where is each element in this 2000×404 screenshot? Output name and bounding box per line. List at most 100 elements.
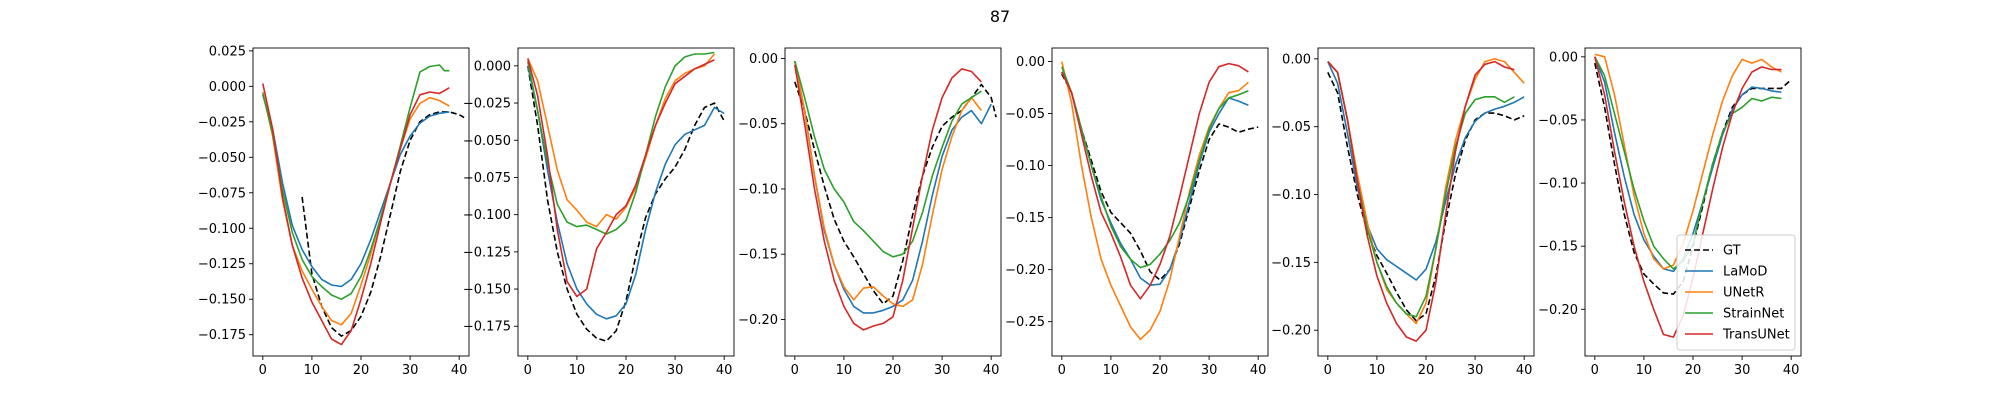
x-tick-label: 0 <box>259 363 267 378</box>
x-tick-label: 40 <box>983 363 1000 378</box>
y-tick-label: −0.05 <box>1271 120 1311 135</box>
chart-panel-4: 0 10 20 30 40 0.00 −0.05 −0.10 −0.15 −0.20 −0.25 <box>1005 47 1269 378</box>
series-line-gt <box>1327 72 1525 322</box>
y-tick-label: 0.000 <box>209 80 246 95</box>
x-tick-label: 30 <box>1734 363 1751 378</box>
y-tick-label: 0.000 <box>474 59 511 74</box>
series-line-transunet <box>262 83 450 346</box>
y-tick-label: −0.150 <box>463 283 511 298</box>
y-tick-label: −0.150 <box>198 293 246 308</box>
series-line-gt <box>1061 73 1259 281</box>
x-tick-label: 20 <box>1418 363 1435 378</box>
y-tick-label: −0.100 <box>198 222 246 237</box>
y-tick-label: −0.025 <box>198 115 246 130</box>
legend-box <box>1676 234 1796 351</box>
series-line-lamod <box>262 94 450 288</box>
series-line-gt <box>527 65 725 342</box>
y-tick-label: −0.10 <box>1005 159 1045 174</box>
y-tick-label: −0.050 <box>463 134 511 149</box>
y-tick-label: −0.025 <box>463 97 511 112</box>
series-line-strainnet <box>794 60 982 258</box>
x-tick-label: 30 <box>1467 363 1484 378</box>
y-tick-label: −0.20 <box>1005 263 1045 278</box>
x-tick-label: 40 <box>1516 363 1533 378</box>
x-tick-label: 20 <box>353 363 370 378</box>
y-tick-label: −0.175 <box>198 328 246 343</box>
y-tick-label: −0.15 <box>1271 256 1311 271</box>
y-tick-label: −0.15 <box>1005 211 1045 226</box>
y-tick-label: −0.05 <box>738 117 778 132</box>
series-line-unetr <box>1327 58 1525 325</box>
series-line-transunet <box>1061 62 1249 300</box>
chart-panel-5: 0 10 20 30 40 0.00 −0.05 −0.10 −0.15 −0.20 <box>1271 47 1535 378</box>
y-tick-label: −0.05 <box>1005 107 1045 122</box>
series-line-strainnet <box>1061 66 1249 269</box>
chart-panel-3: 0 10 20 30 40 0.00 −0.05 −0.10 −0.15 −0.20 <box>738 47 1002 378</box>
y-tick-label: −0.075 <box>198 186 246 201</box>
x-tick-label: 30 <box>1201 363 1218 378</box>
y-tick-label: −0.10 <box>1271 188 1311 203</box>
x-tick-label: 20 <box>618 363 635 378</box>
x-tick-label: 20 <box>1685 363 1702 378</box>
series-line-strainnet <box>527 51 715 235</box>
y-tick-label: −0.050 <box>198 151 246 166</box>
y-tick-label: −0.05 <box>1538 113 1578 128</box>
series-line-unetr <box>794 60 983 308</box>
series-line-gt <box>301 111 465 337</box>
y-tick-label: −0.075 <box>463 171 511 186</box>
legend: GT LaMoD UNetR StrainNet TransUNet <box>1676 234 1796 351</box>
x-tick-label: 40 <box>1250 363 1267 378</box>
x-tick-label: 30 <box>402 363 419 378</box>
panels-group: 0 10 20 30 400.0250.000−0.025−0.050−0.075−0.… <box>198 44 1802 378</box>
y-tick-label: −0.20 <box>1538 303 1578 318</box>
series-line-transunet <box>527 58 715 298</box>
y-tick-label: −0.15 <box>1538 240 1578 255</box>
chart-panel-2: 0 10 20 30 40 0.000 −0.025 −0.050 −0.075 −0.100 −0… <box>463 47 735 378</box>
x-tick-label: 10 <box>1369 363 1386 378</box>
y-tick-label: −0.25 <box>1005 315 1045 330</box>
x-tick-label: 10 <box>569 363 586 378</box>
x-tick-label: 20 <box>885 363 902 378</box>
y-tick-label: 0.00 <box>1282 52 1311 67</box>
series-line-transunet <box>1327 60 1515 342</box>
x-tick-label: 10 <box>836 363 853 378</box>
figure-title: 87 <box>990 7 1010 26</box>
chart-panel-1: 0 10 20 30 40 0.025 0.000 −0.025 −0.050 −0.075 −0.… <box>198 44 470 378</box>
y-tick-label: 0.00 <box>1016 55 1045 70</box>
y-tick-label: −0.15 <box>738 248 778 263</box>
series-line-lamod <box>527 65 725 320</box>
y-tick-label: −0.20 <box>738 313 778 328</box>
y-tick-label: 0.00 <box>1549 50 1578 65</box>
x-tick-label: 0 <box>524 363 532 378</box>
y-tick-label: −0.175 <box>463 320 511 335</box>
y-tick-label: −0.10 <box>738 182 778 197</box>
y-tick-label: −0.100 <box>463 208 511 223</box>
x-tick-label: 40 <box>716 363 733 378</box>
series-line-unetr <box>1594 53 1782 270</box>
x-tick-label: 0 <box>1324 363 1332 378</box>
legend-label-gt: GT <box>1723 244 1741 259</box>
series-line-transunet <box>794 64 982 331</box>
x-tick-label: 40 <box>1783 363 1800 378</box>
legend-label-transunet: TransUNet <box>1722 328 1790 343</box>
x-tick-label: 20 <box>1152 363 1169 378</box>
x-tick-label: 0 <box>791 363 799 378</box>
y-tick-label: 0.025 <box>209 44 246 59</box>
y-tick-label: −0.10 <box>1538 177 1578 192</box>
x-tick-label: 10 <box>304 363 321 378</box>
x-tick-label: 0 <box>1058 363 1066 378</box>
y-tick-label: 0.00 <box>749 52 778 67</box>
x-tick-label: 10 <box>1103 363 1120 378</box>
legend-label-strainnet: StrainNet <box>1723 307 1784 322</box>
legend-label-lamod: LaMoD <box>1723 265 1767 280</box>
series-line-unetr <box>527 53 716 228</box>
x-tick-label: 0 <box>1591 363 1599 378</box>
y-tick-label: −0.125 <box>198 257 246 272</box>
x-tick-label: 30 <box>667 363 684 378</box>
x-tick-label: 40 <box>451 363 468 378</box>
x-tick-label: 10 <box>1636 363 1653 378</box>
y-tick-label: −0.20 <box>1271 324 1311 339</box>
x-tick-label: 30 <box>934 363 951 378</box>
y-tick-label: −0.125 <box>463 245 511 260</box>
